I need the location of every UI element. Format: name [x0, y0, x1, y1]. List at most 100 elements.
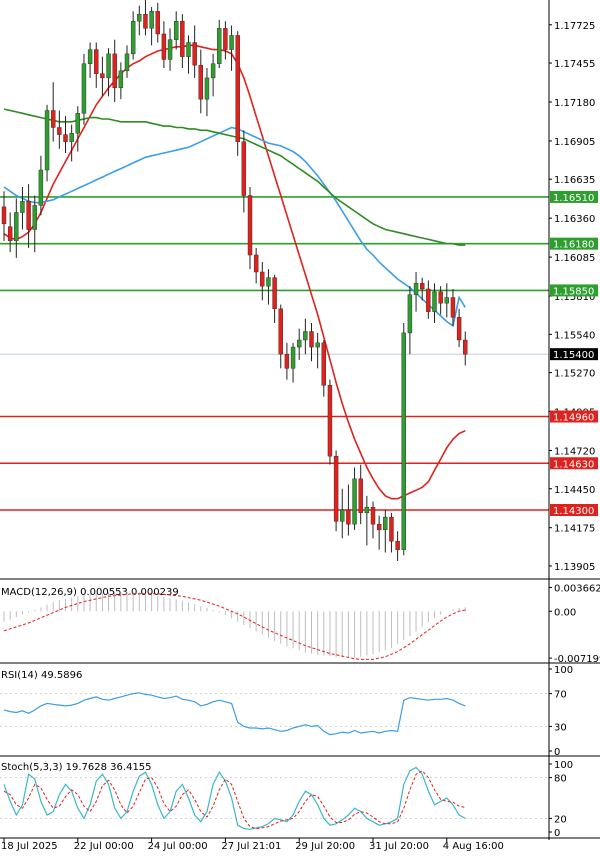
candle	[51, 82, 56, 142]
candle-body-down	[63, 134, 68, 142]
candle	[69, 124, 74, 162]
candle	[7, 212, 13, 253]
current-price-label: 1.15400	[553, 350, 594, 361]
candle	[118, 62, 124, 100]
candle-body-down	[192, 42, 197, 66]
candle-body-up	[266, 277, 271, 287]
candle-body-down	[272, 277, 277, 310]
candle	[327, 379, 333, 465]
candle-body-down	[309, 331, 314, 348]
candle	[186, 35, 191, 74]
candle-body-down	[327, 385, 333, 457]
candle	[407, 286, 413, 355]
price-tick-label: 1.16635	[554, 175, 595, 186]
support-level-tag	[550, 504, 598, 516]
candle	[161, 21, 167, 68]
candle-body-up	[81, 63, 87, 114]
candle-body-up	[217, 28, 222, 64]
candle	[358, 464, 363, 525]
candle-body-up	[124, 53, 130, 72]
candle-body-down	[260, 271, 265, 287]
candle	[94, 42, 99, 88]
candle	[137, 5, 142, 36]
candle-body-up	[352, 478, 357, 525]
candle-body-down	[358, 478, 363, 514]
candle	[1, 191, 7, 241]
support-level-tag	[550, 410, 598, 423]
price-tick-label: 1.15540	[554, 330, 595, 341]
candle-body-up	[75, 113, 81, 134]
price-tick-label: 1.17725	[554, 21, 595, 32]
time-tick-label: 22 Jul 00:00	[74, 841, 134, 852]
candle	[278, 304, 283, 369]
candle-body-down	[463, 339, 468, 355]
candle-layer	[1, 0, 468, 561]
candle-body-up	[210, 63, 216, 79]
candle-body-down	[198, 64, 204, 100]
candle	[204, 68, 210, 117]
time-tick-label: 18 Jul 2025	[1, 841, 58, 852]
candle-body-down	[321, 342, 326, 386]
time-tick-label: 31 Jul 20:00	[369, 841, 429, 852]
candle-body-up	[340, 509, 345, 522]
candle	[456, 308, 462, 348]
candle	[346, 484, 351, 536]
candle	[217, 19, 222, 68]
price-tick-label: 1.14720	[554, 447, 595, 458]
ma-layer	[3, 44, 466, 500]
candle-body-down	[438, 291, 443, 304]
macd-signal-line	[3, 593, 466, 660]
stoch-d-line	[3, 770, 466, 830]
candle-body-down	[161, 33, 167, 60]
stoch-tick-label: 20	[554, 814, 567, 825]
candle	[14, 198, 19, 258]
candle-body-up	[413, 283, 419, 295]
candle	[413, 272, 419, 312]
candle-body-down	[456, 317, 462, 341]
candle	[87, 42, 93, 78]
candle	[401, 323, 406, 556]
candle-body-up	[229, 35, 234, 50]
candle-body-down	[253, 254, 259, 273]
support-level-label: 1.14630	[553, 459, 594, 470]
candle	[284, 342, 290, 380]
macd-tick-label: 0.003662	[554, 583, 600, 594]
rsi-tick-label: 70	[554, 690, 567, 701]
candle-body-down	[143, 13, 148, 29]
candle-body-up	[407, 294, 413, 334]
candle-body-up	[38, 169, 44, 206]
stoch-k-line	[3, 766, 466, 830]
current-price-tag	[550, 348, 598, 361]
candle	[266, 269, 271, 305]
resistance-level-tag	[550, 237, 598, 250]
candle-body-up	[173, 21, 179, 40]
candle	[210, 53, 216, 97]
candle	[26, 184, 31, 248]
candle-body-down	[94, 49, 99, 74]
price-tick-label: 1.13905	[554, 562, 595, 573]
rsi-label: RSI(14) 49.5896	[1, 670, 82, 681]
candle-body-down	[112, 53, 117, 89]
candle	[364, 495, 370, 546]
rsi-line	[3, 692, 466, 736]
candle-body-up	[44, 110, 50, 171]
candle	[426, 280, 431, 319]
candle	[173, 11, 179, 50]
moving-average-line-1	[3, 126, 466, 328]
candle	[167, 28, 173, 71]
candle-body-down	[223, 28, 228, 50]
candle	[143, 0, 148, 36]
candle	[370, 501, 376, 539]
candle-body-down	[346, 509, 351, 525]
candle	[223, 21, 228, 60]
candle-body-up	[69, 132, 74, 142]
candle	[241, 130, 247, 213]
candle	[420, 277, 425, 301]
stoch-tick-label: 100	[554, 760, 573, 771]
price-tick-label: 1.14450	[554, 485, 595, 496]
resistance-level-tag	[550, 190, 598, 203]
price-tick-label: 1.15810	[554, 292, 595, 303]
